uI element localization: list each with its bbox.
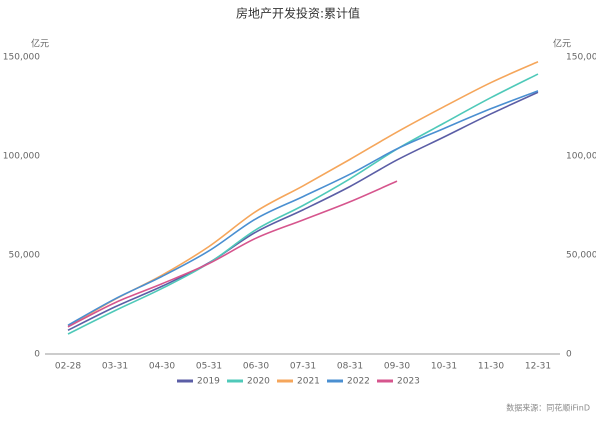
legend-label: 2020 <box>247 377 270 387</box>
x-tick-label: 06-30 <box>243 362 269 372</box>
y-tick-label: 100,000 <box>3 152 40 162</box>
y-unit: 亿元 <box>31 38 49 50</box>
line-series <box>67 73 539 335</box>
x-tick-label: 08-31 <box>337 362 363 372</box>
y2-tick-label: 100,000 <box>566 152 596 162</box>
x-tick-label: 09-30 <box>384 362 410 372</box>
y-tick-label: 150,000 <box>3 53 40 63</box>
x-tick-label: 11-30 <box>478 362 504 372</box>
x-tick-label: 05-31 <box>196 362 222 372</box>
legend-label: 2023 <box>397 377 420 387</box>
y2-tick-label: 0 <box>566 350 572 360</box>
x-tick-label: 03-31 <box>102 362 128 372</box>
x-tick-label: 12-31 <box>525 362 551 372</box>
legend-label: 2022 <box>347 377 370 387</box>
line-series <box>67 91 539 331</box>
x-tick-label: 10-31 <box>431 362 457 372</box>
y2-tick-label: 50,000 <box>566 251 596 261</box>
y2-tick-label: 150,000 <box>566 53 596 63</box>
legend-label: 2021 <box>297 377 320 387</box>
line-series <box>67 90 539 326</box>
source: 数据来源：同花顺iFinD <box>506 403 590 413</box>
x-tick-label: 02-28 <box>55 362 81 372</box>
y-tick-label: 0 <box>34 350 40 360</box>
y2-unit: 亿元 <box>553 38 571 50</box>
y-tick-label: 50,000 <box>9 251 41 261</box>
x-tick-label: 04-30 <box>149 362 175 372</box>
line-series <box>67 180 398 328</box>
x-tick-label: 07-31 <box>290 362 316 372</box>
legend-label: 2019 <box>197 377 220 387</box>
chart-title: 房地产开发投资:累计值 <box>236 6 360 21</box>
